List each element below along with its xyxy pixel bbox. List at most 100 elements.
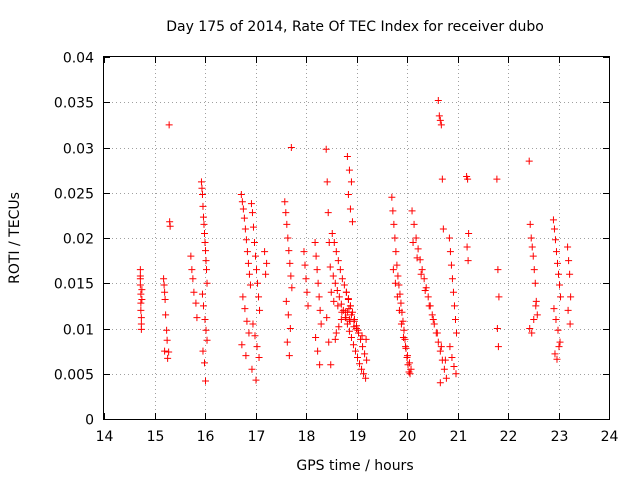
- data-point: [189, 275, 197, 283]
- data-point: [323, 178, 331, 186]
- data-point: [335, 323, 343, 331]
- data-point: [436, 347, 444, 355]
- data-point: [301, 261, 309, 269]
- data-point: [304, 302, 312, 310]
- data-point: [163, 336, 171, 344]
- data-point: [401, 343, 409, 351]
- data-point: [198, 191, 206, 199]
- data-point: [201, 315, 209, 323]
- data-point: [200, 220, 208, 228]
- data-point: [436, 116, 444, 124]
- data-point: [345, 166, 353, 174]
- data-point: [302, 275, 310, 283]
- data-point: [238, 341, 246, 349]
- data-point: [528, 329, 536, 337]
- data-point: [441, 356, 449, 364]
- data-point: [529, 252, 537, 260]
- data-point: [440, 365, 448, 373]
- data-point: [553, 259, 561, 267]
- data-point: [409, 239, 417, 247]
- data-point: [418, 266, 426, 274]
- data-point: [391, 279, 399, 287]
- data-point: [528, 243, 536, 251]
- data-point: [438, 175, 446, 183]
- data-point: [248, 209, 256, 217]
- data-point: [136, 266, 144, 274]
- data-point: [202, 377, 210, 385]
- data-point: [138, 286, 146, 294]
- data-point: [439, 225, 447, 233]
- data-point: [332, 248, 340, 256]
- data-point: [240, 214, 248, 222]
- data-point: [356, 360, 364, 368]
- data-point: [137, 306, 145, 314]
- data-point: [242, 352, 250, 360]
- data-point: [388, 193, 396, 201]
- data-point: [137, 314, 145, 322]
- data-point: [362, 335, 370, 343]
- data-point: [286, 259, 294, 267]
- data-point: [202, 326, 210, 334]
- data-point: [252, 252, 259, 260]
- data-point: [253, 343, 261, 351]
- data-point: [360, 370, 368, 378]
- data-point: [282, 297, 290, 305]
- data-point: [327, 361, 335, 369]
- data-point: [248, 365, 256, 373]
- data-point: [420, 275, 428, 283]
- data-point: [557, 293, 565, 301]
- data-point: [328, 229, 336, 237]
- data-point: [165, 121, 173, 129]
- data-point: [342, 314, 350, 322]
- data-point: [202, 247, 210, 255]
- x-tick-label: 17: [248, 429, 266, 445]
- data-point: [323, 314, 331, 322]
- data-point: [464, 257, 472, 265]
- data-point: [410, 220, 418, 228]
- data-point: [550, 225, 558, 233]
- data-point: [198, 184, 206, 192]
- data-point: [237, 191, 245, 199]
- data-point: [201, 239, 209, 247]
- data-point: [342, 288, 350, 296]
- data-point: [332, 329, 340, 337]
- data-point: [416, 256, 424, 264]
- data-point: [343, 153, 351, 161]
- y-tick-label: 0.04: [63, 51, 94, 67]
- data-point: [394, 272, 402, 280]
- x-tick-label: 22: [500, 429, 518, 445]
- data-point: [282, 209, 290, 217]
- data-point: [316, 361, 324, 369]
- data-point: [450, 363, 458, 371]
- data-point: [281, 198, 289, 206]
- data-point: [137, 299, 145, 307]
- x-tick-label: 23: [551, 429, 569, 445]
- data-point: [358, 365, 366, 373]
- data-point: [343, 308, 351, 316]
- data-point: [526, 220, 534, 228]
- data-point: [412, 234, 420, 242]
- data-point: [530, 266, 538, 274]
- data-point: [451, 315, 459, 323]
- data-point: [249, 223, 257, 231]
- data-point: [317, 320, 325, 328]
- data-point: [351, 347, 359, 355]
- data-point: [363, 356, 371, 364]
- data-point: [283, 338, 291, 346]
- data-point: [192, 299, 200, 307]
- data-point: [551, 350, 559, 358]
- data-point: [285, 352, 293, 360]
- data-point: [137, 325, 145, 333]
- data-point: [333, 286, 341, 294]
- data-point: [245, 270, 253, 278]
- data-point: [322, 145, 330, 153]
- data-point: [550, 305, 558, 313]
- y-tick-label: 0.035: [54, 96, 94, 112]
- data-point: [429, 315, 437, 323]
- data-point: [389, 207, 397, 215]
- data-point: [344, 296, 352, 304]
- data-point: [313, 266, 321, 274]
- data-point: [252, 376, 260, 384]
- data-point: [203, 336, 211, 344]
- data-point: [287, 144, 295, 151]
